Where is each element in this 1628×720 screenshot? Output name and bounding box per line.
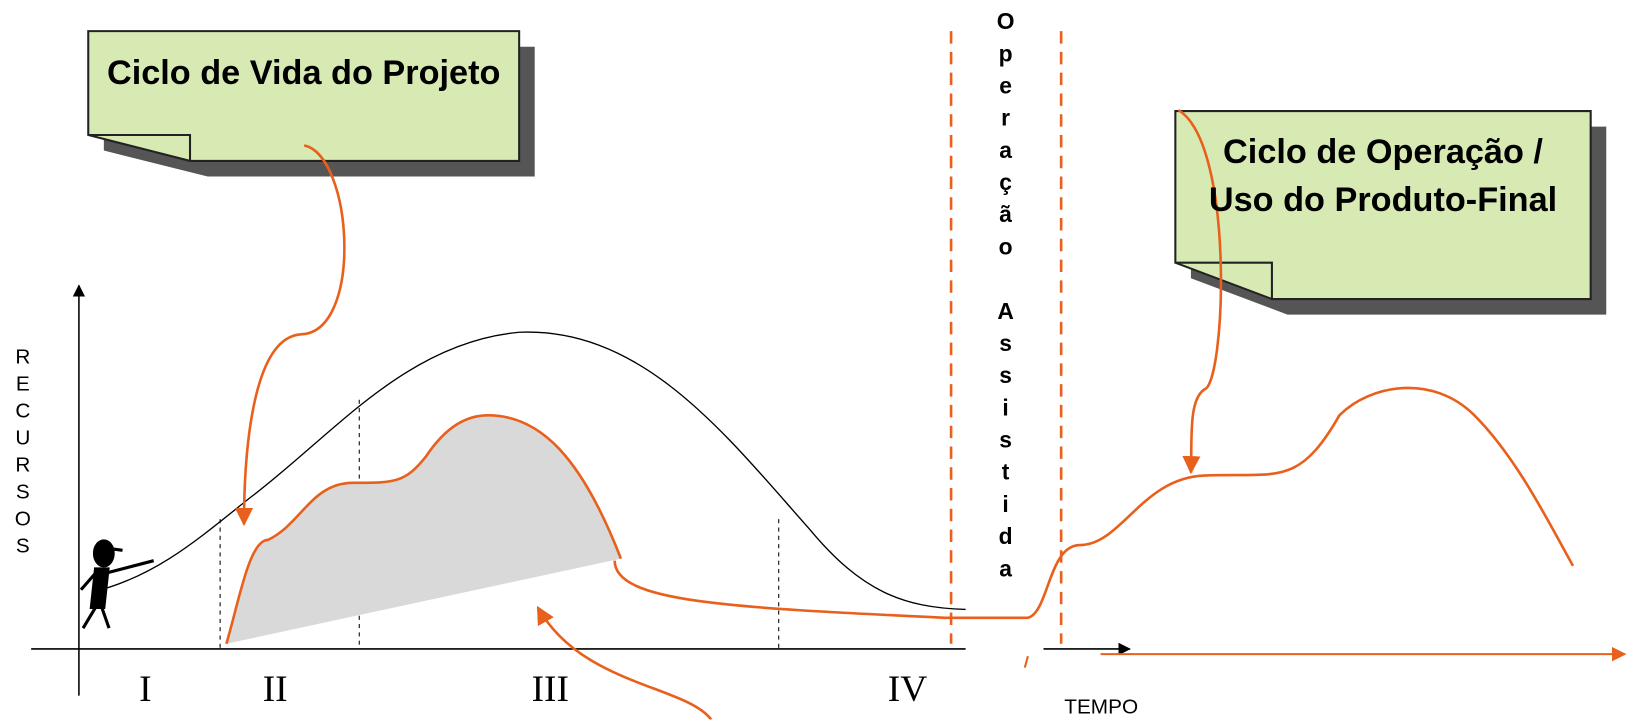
figure [79,539,155,629]
effort-curve [225,414,623,645]
callout-arrow [536,605,713,720]
callout-arrow [234,144,346,527]
phase-label: II [262,667,288,710]
callout-label: Ciclo de Operação / Uso do Produto-Final [1208,131,1558,219]
project-curve [93,331,966,611]
callout-fold [1175,261,1273,300]
y-axis-label: RECURSOS [11,345,35,562]
callout-label: Ciclo de Vida do Projeto [106,52,501,92]
callout-fold [88,133,192,161]
phase-label: III [531,667,569,710]
callout-arrow [1177,108,1223,475]
x-axis-label: TEMPO [1064,695,1139,719]
phase-label: IV [887,667,928,710]
effort-area [226,415,621,644]
tick [1023,655,1029,668]
callout-box [87,30,521,162]
callout-box [1174,110,1592,301]
operation-curve [613,386,1575,620]
divider-label: Operação Assistida [992,8,1019,588]
phase-label: I [139,667,152,710]
